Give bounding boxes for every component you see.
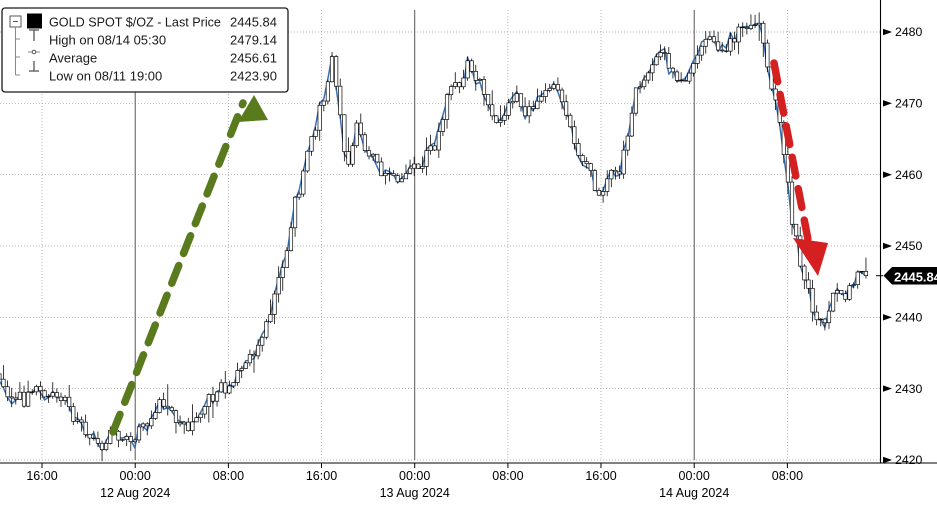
svg-text:12 Aug 2024: 12 Aug 2024 <box>100 486 170 500</box>
svg-text:2460: 2460 <box>895 168 923 182</box>
svg-text:2480: 2480 <box>895 25 923 39</box>
svg-text:2423.90: 2423.90 <box>230 69 277 84</box>
svg-text:High on 08/14 05:30: High on 08/14 05:30 <box>49 33 166 48</box>
svg-text:08:00: 08:00 <box>213 469 244 483</box>
svg-text:2456.61: 2456.61 <box>230 51 277 66</box>
svg-text:14 Aug 2024: 14 Aug 2024 <box>659 486 729 500</box>
svg-text:08:00: 08:00 <box>772 469 803 483</box>
svg-text:GOLD SPOT $/OZ - Last Price: GOLD SPOT $/OZ - Last Price <box>49 16 221 30</box>
svg-text:2479.14: 2479.14 <box>230 33 277 48</box>
svg-text:2430: 2430 <box>895 382 923 396</box>
svg-text:00:00: 00:00 <box>399 469 430 483</box>
svg-text:Average: Average <box>49 51 97 66</box>
svg-text:2420: 2420 <box>895 453 923 467</box>
svg-text:2445.84: 2445.84 <box>230 15 277 30</box>
svg-text:2450: 2450 <box>895 239 923 253</box>
svg-text:08:00: 08:00 <box>492 469 523 483</box>
svg-text:00:00: 00:00 <box>679 469 710 483</box>
svg-text:2470: 2470 <box>895 97 923 111</box>
svg-text:2440: 2440 <box>895 311 923 325</box>
svg-text:Low on 08/11 19:00: Low on 08/11 19:00 <box>49 69 162 84</box>
svg-text:00:00: 00:00 <box>120 469 151 483</box>
svg-text:13 Aug 2024: 13 Aug 2024 <box>380 486 450 500</box>
svg-text:16:00: 16:00 <box>585 469 616 483</box>
svg-text:2445.84: 2445.84 <box>894 270 937 285</box>
svg-text:16:00: 16:00 <box>306 469 337 483</box>
svg-text:16:00: 16:00 <box>26 469 57 483</box>
